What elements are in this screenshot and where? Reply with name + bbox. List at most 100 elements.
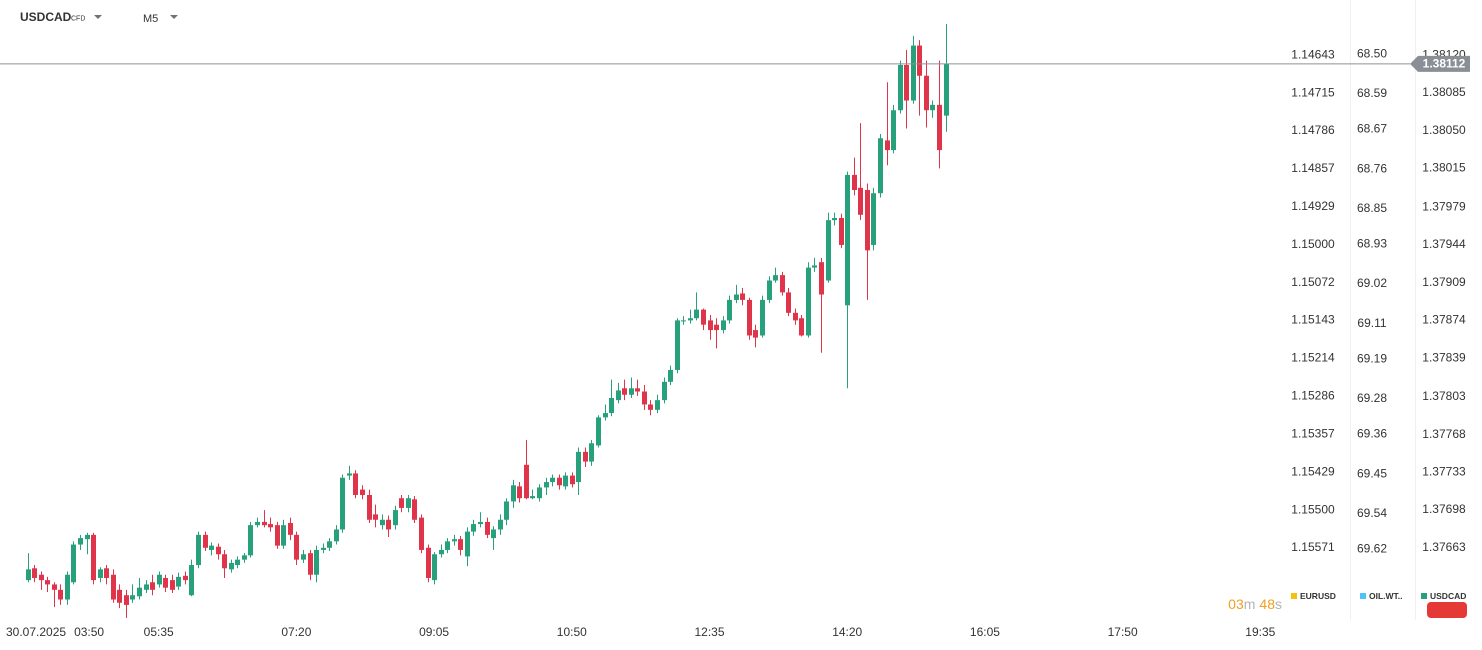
candle-body <box>45 580 50 585</box>
candle-body <box>524 464 529 499</box>
candle-body <box>209 545 214 550</box>
candle-body <box>52 584 57 590</box>
candle-body <box>399 498 404 508</box>
candle-body <box>308 553 313 575</box>
candle-body <box>314 549 319 575</box>
candle-body <box>930 104 935 111</box>
countdown: 03m 48s <box>1228 596 1282 612</box>
x-tick-label: 12:35 <box>694 625 724 639</box>
y-tick-label: 1.14929 <box>1291 199 1335 213</box>
y-tick-label: 1.14786 <box>1291 123 1335 137</box>
candle-body <box>517 486 522 499</box>
candle-body <box>721 320 726 331</box>
candle-body <box>832 218 837 221</box>
legend-item[interactable]: USDCAD <box>1421 591 1466 601</box>
candle-body <box>530 496 535 499</box>
candle-body <box>609 397 614 414</box>
candle-body <box>917 45 922 76</box>
candle-body <box>458 539 463 550</box>
candle-body <box>157 574 162 585</box>
y-tick-label: 68.59 <box>1357 86 1387 100</box>
y-tick-label: 1.15143 <box>1291 313 1335 327</box>
y-tick-label: 1.15571 <box>1291 540 1335 554</box>
candle-body <box>675 320 680 370</box>
y-tick-label: 68.76 <box>1357 161 1387 175</box>
candle-body <box>937 104 942 151</box>
candle-body <box>806 267 811 336</box>
candle-body <box>734 294 739 300</box>
y-tick-label: 1.37698 <box>1422 502 1466 516</box>
candle-body <box>852 174 857 190</box>
x-tick-label: 14:20 <box>832 625 862 639</box>
candle-body <box>294 534 299 560</box>
y-tick-label: 69.54 <box>1357 506 1387 520</box>
legend-item[interactable]: OIL.WT.. <box>1360 591 1403 601</box>
candle-body <box>471 524 476 532</box>
candle-body <box>262 521 267 526</box>
date-label: 30.07.2025 <box>6 625 66 639</box>
y-tick-label: 1.37803 <box>1422 389 1466 403</box>
candle-body <box>839 218 844 245</box>
candle-body <box>386 519 391 530</box>
candle-body <box>898 64 903 111</box>
candle-body <box>65 574 70 600</box>
y-tick-label: 1.38085 <box>1422 85 1466 99</box>
symbol-badge[interactable] <box>1427 602 1467 618</box>
candle-body <box>826 220 831 281</box>
candle-body <box>708 320 713 331</box>
candle-body <box>170 580 175 590</box>
y-tick-label: 1.14715 <box>1291 86 1335 100</box>
y-tick-label: 1.37733 <box>1422 465 1466 479</box>
y-tick-label: 69.02 <box>1357 276 1387 290</box>
candle-body <box>485 521 490 535</box>
y-tick-label: 69.28 <box>1357 391 1387 405</box>
y-tick-label: 1.37944 <box>1422 237 1466 251</box>
candle-body <box>229 562 234 570</box>
candle-body <box>911 45 916 101</box>
y-tick-label: 1.14857 <box>1291 161 1335 175</box>
candle-body <box>111 574 116 600</box>
timeframe-selector[interactable]: M5 <box>143 13 178 25</box>
y-tick-label: 1.37663 <box>1422 540 1466 554</box>
candle-body <box>747 299 752 336</box>
candle-body <box>563 475 568 487</box>
candle-body <box>439 549 444 555</box>
legend-item[interactable]: EURUSD <box>1291 591 1336 601</box>
candle-body <box>570 475 575 485</box>
y-tick-label: 68.85 <box>1357 201 1387 215</box>
y-tick-label: 69.45 <box>1357 466 1387 480</box>
y-tick-label: 1.37909 <box>1422 275 1466 289</box>
legend-swatch <box>1291 593 1297 599</box>
candle-body <box>642 391 647 405</box>
candle-body <box>340 477 345 530</box>
candle-body <box>504 501 509 520</box>
candle-body <box>629 388 634 395</box>
y-tick-label: 1.15286 <box>1291 389 1335 403</box>
x-tick-label: 05:35 <box>144 625 174 639</box>
candle-body <box>773 275 778 281</box>
candle-body <box>760 299 765 336</box>
countdown-unit: s <box>1275 596 1282 612</box>
candle-body <box>491 529 496 539</box>
y-tick-label: 68.50 <box>1357 46 1387 60</box>
candle-body <box>885 140 890 151</box>
symbol-selector[interactable]: USDCAD CFD <box>20 10 102 24</box>
candle-body <box>183 575 188 581</box>
candle-body <box>117 589 122 603</box>
candle-body <box>268 524 273 528</box>
candle-body <box>288 523 293 535</box>
y-tick-label: 1.37768 <box>1422 427 1466 441</box>
y-tick-label: 68.93 <box>1357 236 1387 250</box>
candle-body <box>655 400 660 410</box>
candle-body <box>189 565 194 596</box>
candle-body <box>353 473 358 495</box>
candle-body <box>393 510 398 526</box>
candle-body <box>478 521 483 525</box>
candle-body <box>589 443 594 462</box>
y-tick-label: 1.15357 <box>1291 426 1335 440</box>
x-tick-label: 03:50 <box>74 625 104 639</box>
candle-body <box>301 554 306 560</box>
candle-body <box>648 404 653 410</box>
x-tick-label: 16:05 <box>970 625 1000 639</box>
